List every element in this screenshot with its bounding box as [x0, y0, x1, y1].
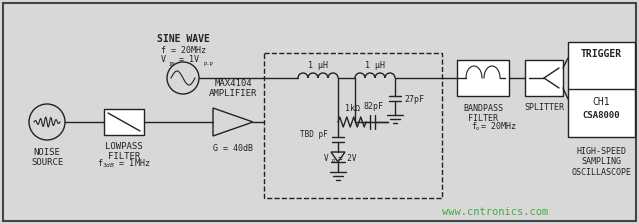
Text: TBD pF: TBD pF	[300, 129, 328, 138]
Bar	[568, 42, 635, 137]
Text: NOISE
SOURCE: NOISE SOURCE	[31, 148, 63, 167]
Text: BANDPASS
FILTER: BANDPASS FILTER	[463, 104, 503, 123]
Text: f = 20MHz: f = 20MHz	[161, 46, 206, 55]
Text: = 2V: = 2V	[338, 153, 357, 162]
Text: f$_{3dB}$ = 1MHz: f$_{3dB}$ = 1MHz	[97, 157, 151, 170]
Text: f: f	[471, 122, 476, 131]
Text: V: V	[323, 153, 328, 162]
Text: 1kΩ: 1kΩ	[344, 104, 360, 113]
Text: 1 μH: 1 μH	[365, 61, 385, 70]
Text: TRIGGER: TRIGGER	[581, 49, 622, 59]
Text: CH1: CH1	[593, 97, 610, 107]
Text: G = 40dB: G = 40dB	[213, 144, 253, 153]
Text: www.cntronics.com: www.cntronics.com	[442, 207, 548, 217]
Text: LOWPASS
FILTER: LOWPASS FILTER	[105, 142, 142, 162]
Text: o: o	[476, 126, 479, 131]
Text: 1 μH: 1 μH	[308, 61, 328, 70]
Text: 82pF: 82pF	[363, 102, 383, 111]
Text: IN: IN	[168, 62, 174, 67]
Text: SINE WAVE: SINE WAVE	[157, 34, 210, 44]
Bar	[264, 53, 442, 198]
Bar	[457, 60, 509, 96]
Bar	[525, 60, 563, 96]
Text: = 20MHz: = 20MHz	[481, 122, 516, 131]
Text: MAX4104
AMPLIFIER: MAX4104 AMPLIFIER	[209, 79, 257, 98]
Text: HIGH-SPEED
SAMPLING
OSCILLASCOPE: HIGH-SPEED SAMPLING OSCILLASCOPE	[571, 147, 631, 177]
Text: 27pF: 27pF	[404, 95, 424, 103]
Text: SPLITTER: SPLITTER	[524, 103, 564, 112]
Text: P-P: P-P	[203, 62, 213, 67]
Text: = 1V: = 1V	[179, 55, 199, 64]
Text: R: R	[332, 159, 335, 164]
Bar	[104, 109, 144, 135]
Text: CSA8000: CSA8000	[583, 110, 620, 119]
Text: V: V	[161, 55, 166, 64]
